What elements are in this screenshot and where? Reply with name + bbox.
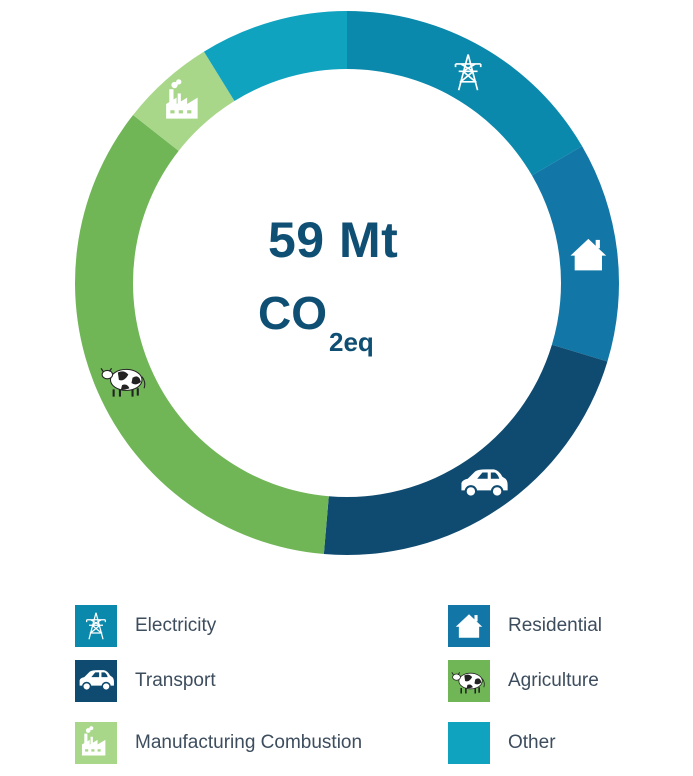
total-unit: CO2eq [258,287,374,355]
legend-item-transport: Transport [75,660,216,702]
legend-label-manufacturing-combustion: Manufacturing Combustion [135,732,363,753]
transmission-tower-icon [454,54,482,91]
factory-icon [81,726,106,756]
legend-label-residential: Residential [508,615,602,636]
legend-label-transport: Transport [135,670,216,691]
legend-item-other: Other [448,722,556,764]
slice-other [203,11,347,101]
unit-main: CO [258,287,327,339]
cow-icon [100,367,146,397]
donut-chart [74,11,619,555]
factory-icon [166,79,198,119]
slice-agriculture [74,115,329,555]
legend-item-manufacturing-combustion: Manufacturing Combustion [75,722,362,764]
car-icon [79,670,114,692]
legend-item-agriculture: Agriculture [448,660,599,702]
house-icon [455,614,483,638]
unit-subscript: 2eq [329,327,374,357]
legend-swatch-other [448,722,490,764]
transmission-tower-icon [86,612,106,640]
legend-swatch-residential [448,605,490,647]
legend-label-electricity: Electricity [135,615,217,636]
total-value: 59 Mt [268,212,399,268]
slice-transport [323,344,608,555]
cow-icon [451,672,485,694]
legend-item-residential: Residential [448,605,602,647]
legend-swatch-transport [75,660,117,702]
house-icon [570,238,607,271]
legend-swatch-manufacturing-combustion [75,722,117,764]
legend-swatch-electricity [75,605,117,647]
legend-item-electricity: Electricity [75,605,216,647]
legend-label-other: Other [508,732,556,753]
car-icon [461,469,508,498]
legend-label-agriculture: Agriculture [508,670,599,691]
slice-electricity [347,11,583,176]
legend-swatch-agriculture [448,660,490,702]
